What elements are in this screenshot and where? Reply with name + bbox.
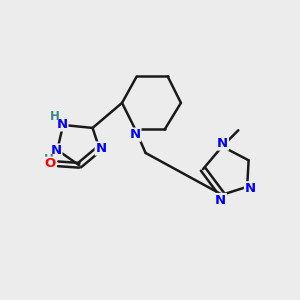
- Text: H: H: [44, 153, 53, 166]
- Text: H: H: [50, 110, 60, 123]
- Text: N: N: [215, 194, 226, 207]
- Text: N: N: [217, 137, 228, 150]
- Text: N: N: [130, 128, 141, 141]
- Text: O: O: [44, 157, 56, 170]
- Text: N: N: [57, 118, 68, 131]
- Text: N: N: [95, 142, 106, 155]
- Text: N: N: [244, 182, 256, 195]
- Text: N: N: [51, 144, 62, 157]
